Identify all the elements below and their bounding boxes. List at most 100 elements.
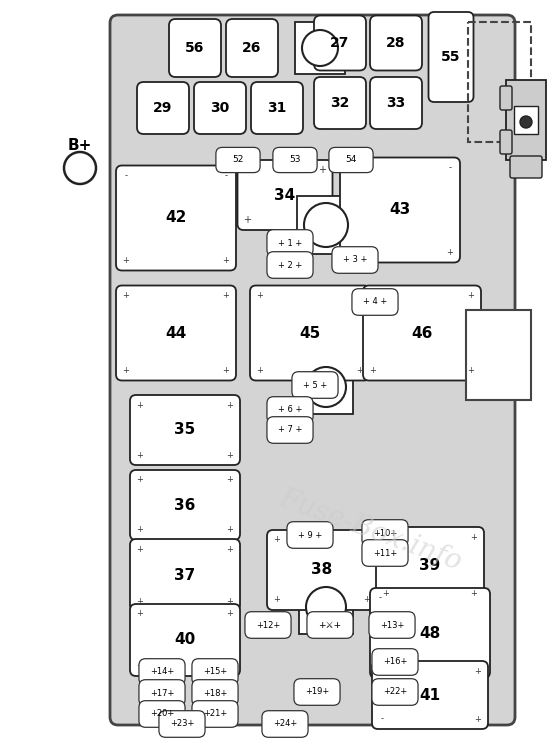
FancyBboxPatch shape bbox=[500, 86, 512, 110]
FancyBboxPatch shape bbox=[428, 12, 474, 102]
Bar bbox=[295, 22, 345, 74]
Text: 31: 31 bbox=[267, 101, 287, 115]
FancyBboxPatch shape bbox=[130, 539, 240, 611]
Text: +23+: +23+ bbox=[170, 719, 194, 728]
FancyBboxPatch shape bbox=[370, 77, 422, 129]
FancyBboxPatch shape bbox=[116, 286, 236, 380]
Text: +: + bbox=[136, 476, 144, 485]
Text: +: + bbox=[227, 451, 233, 460]
Text: + 7 +: + 7 + bbox=[278, 425, 302, 434]
Text: -: - bbox=[124, 171, 128, 180]
Text: +: + bbox=[136, 545, 144, 554]
Text: +: + bbox=[136, 451, 144, 460]
Circle shape bbox=[64, 152, 96, 184]
Text: 29: 29 bbox=[153, 101, 173, 115]
Text: 52: 52 bbox=[232, 155, 244, 164]
Text: +: + bbox=[244, 165, 251, 175]
Text: +19+: +19+ bbox=[305, 687, 329, 696]
FancyBboxPatch shape bbox=[267, 252, 313, 278]
FancyBboxPatch shape bbox=[294, 679, 340, 705]
FancyBboxPatch shape bbox=[251, 82, 303, 134]
Text: +: + bbox=[136, 400, 144, 409]
Text: +: + bbox=[227, 525, 233, 534]
Text: + 9 +: + 9 + bbox=[298, 531, 322, 539]
Text: +: + bbox=[123, 291, 129, 300]
Text: 48: 48 bbox=[419, 625, 441, 641]
Text: -: - bbox=[381, 667, 383, 676]
Bar bbox=[297, 196, 355, 254]
Circle shape bbox=[304, 203, 348, 247]
FancyBboxPatch shape bbox=[307, 612, 353, 639]
Text: +: + bbox=[356, 291, 364, 300]
Bar bbox=[299, 580, 353, 634]
FancyBboxPatch shape bbox=[376, 527, 484, 603]
Text: -: - bbox=[378, 593, 382, 602]
Text: + 1 +: + 1 + bbox=[278, 238, 302, 247]
Text: +10+: +10+ bbox=[373, 528, 397, 537]
Text: +24+: +24+ bbox=[273, 719, 297, 728]
Text: 36: 36 bbox=[174, 497, 196, 513]
Text: + 5 +: + 5 + bbox=[303, 380, 327, 389]
Text: 56: 56 bbox=[185, 41, 205, 55]
FancyBboxPatch shape bbox=[130, 470, 240, 540]
Text: +: + bbox=[256, 366, 263, 375]
Text: +: + bbox=[136, 662, 144, 670]
Text: +: + bbox=[227, 400, 233, 409]
Text: +11+: +11+ bbox=[373, 548, 397, 557]
FancyBboxPatch shape bbox=[362, 519, 408, 546]
Text: +: + bbox=[468, 366, 475, 375]
Text: +: + bbox=[468, 291, 475, 300]
Text: +22+: +22+ bbox=[383, 687, 407, 696]
Text: +18+: +18+ bbox=[203, 688, 227, 698]
Text: 38: 38 bbox=[311, 562, 333, 577]
Text: +15+: +15+ bbox=[203, 667, 227, 676]
Text: +: + bbox=[223, 366, 229, 375]
Text: B+: B+ bbox=[68, 138, 92, 153]
Text: +: + bbox=[447, 248, 453, 257]
FancyBboxPatch shape bbox=[369, 612, 415, 639]
Text: +: + bbox=[318, 215, 327, 225]
Text: +: + bbox=[346, 248, 354, 257]
Text: 54: 54 bbox=[345, 155, 357, 164]
Text: +: + bbox=[227, 596, 233, 605]
Text: 33: 33 bbox=[386, 96, 406, 110]
Text: 26: 26 bbox=[243, 41, 262, 55]
Text: +: + bbox=[364, 596, 371, 605]
Circle shape bbox=[520, 116, 532, 128]
Bar bbox=[299, 360, 353, 414]
Text: +: + bbox=[273, 536, 281, 545]
Text: +: + bbox=[123, 256, 129, 265]
Text: +: + bbox=[471, 533, 477, 542]
Text: -: - bbox=[381, 715, 383, 724]
Text: +: + bbox=[370, 366, 376, 375]
FancyBboxPatch shape bbox=[500, 130, 512, 154]
Text: +: + bbox=[123, 366, 129, 375]
Text: +13+: +13+ bbox=[380, 621, 404, 630]
FancyBboxPatch shape bbox=[226, 19, 278, 77]
Text: + 6 +: + 6 + bbox=[278, 406, 302, 414]
FancyBboxPatch shape bbox=[159, 710, 205, 737]
Text: +: + bbox=[227, 662, 233, 670]
FancyBboxPatch shape bbox=[340, 158, 460, 263]
FancyBboxPatch shape bbox=[506, 80, 546, 160]
FancyBboxPatch shape bbox=[514, 106, 538, 134]
FancyBboxPatch shape bbox=[332, 246, 378, 273]
FancyBboxPatch shape bbox=[370, 16, 422, 70]
Text: 44: 44 bbox=[166, 326, 186, 340]
FancyBboxPatch shape bbox=[510, 156, 542, 178]
Text: +: + bbox=[244, 215, 251, 225]
Text: +: + bbox=[475, 715, 481, 724]
FancyBboxPatch shape bbox=[262, 710, 308, 737]
FancyBboxPatch shape bbox=[238, 160, 333, 230]
Text: +: + bbox=[370, 291, 376, 300]
Circle shape bbox=[302, 30, 338, 66]
FancyBboxPatch shape bbox=[110, 15, 515, 725]
Text: 37: 37 bbox=[174, 568, 196, 582]
Bar bbox=[468, 22, 531, 142]
FancyBboxPatch shape bbox=[194, 82, 246, 134]
FancyBboxPatch shape bbox=[287, 522, 333, 548]
Text: +: + bbox=[227, 610, 233, 619]
Text: 32: 32 bbox=[331, 96, 350, 110]
FancyBboxPatch shape bbox=[267, 397, 313, 423]
Text: Fuse-Box.info: Fuse-Box.info bbox=[275, 485, 465, 576]
